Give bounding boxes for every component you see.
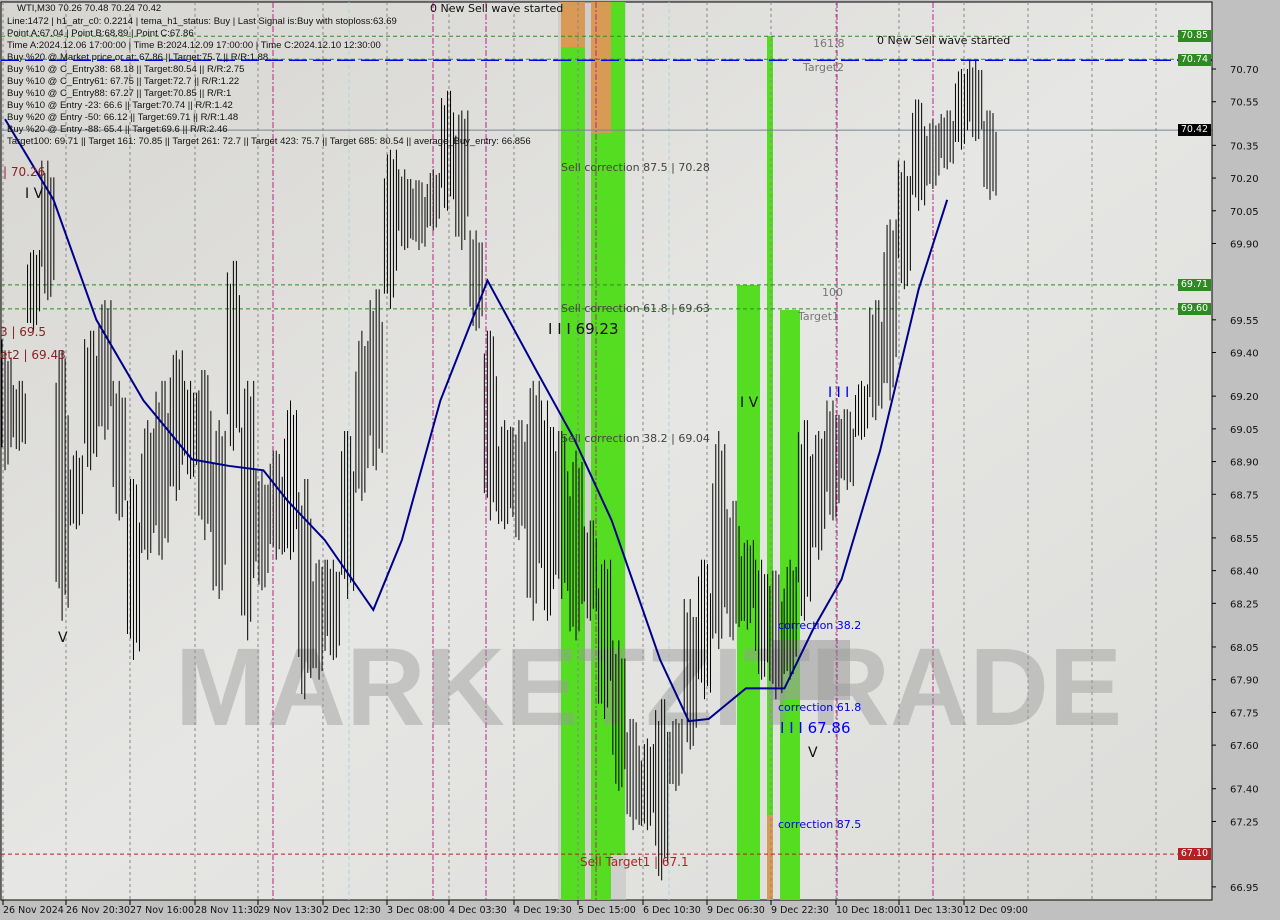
time-tick-label: 9 Dec 06:30: [707, 905, 765, 916]
price-tick-label: 67.90: [1230, 676, 1259, 687]
price-tick-label: 69.55: [1230, 316, 1259, 327]
wave-v-label: V: [808, 745, 818, 761]
price-tick-label: 70.70: [1230, 65, 1259, 76]
price-axis: 70.70 70.55 70.35 70.20 70.05 69.90 69.55 69.40…: [1211, 0, 1280, 920]
time-tick-label: 6 Dec 10:30: [643, 905, 701, 916]
time-tick-label: 4 Dec 03:30: [449, 905, 507, 916]
wave-iv-label: I V: [740, 395, 759, 411]
time-tick-label: 4 Dec 19:30: [514, 905, 572, 916]
correction-618: correction 61.8: [778, 701, 862, 714]
price-axis-bg: [1213, 0, 1280, 920]
signal-zones: [558, 2, 850, 900]
watermark: MARKETZITRADE: [175, 626, 1122, 749]
correction-875: correction 87.5: [778, 818, 862, 831]
info-line: Buy %20 @ Entry -50: 66.12 || Target:69.…: [7, 112, 239, 123]
price-tick-label: 69.90: [1230, 239, 1259, 250]
level-price-label: 70.74: [1178, 54, 1211, 67]
info-line: Point A:67.04 | Point B:68.89 | Point C:…: [7, 28, 194, 39]
time-tick-label: 5 Dec 15:00: [578, 905, 636, 916]
time-tick-label: 3 Dec 08:00: [387, 905, 445, 916]
sell-target1-label: Sell Target1 | 67.1: [580, 855, 689, 869]
price-tick-label: 70.55: [1230, 98, 1259, 109]
sell-correction-382: Sell correction 38.2 | 69.04: [561, 432, 710, 445]
price-tick-label: 68.25: [1230, 599, 1259, 610]
correction-382: correction 38.2: [778, 619, 862, 632]
price-tick-label: 69.05: [1230, 425, 1259, 436]
level-price-label: 67.10: [1178, 848, 1211, 861]
wave-iii-high: I I I 69.23: [548, 320, 619, 338]
info-line: Buy %10 @ C_Entry88: 67.27 || Target:70.…: [7, 88, 232, 99]
target1-label: Target1: [798, 310, 840, 323]
left-wave-iv: I V: [25, 186, 44, 202]
info-line: Buy %10 @ C_Entry61: 67.75 || Target:72.…: [7, 76, 240, 87]
time-tick-label: 26 Nov 20:30: [66, 905, 130, 916]
price-tick-label: 68.05: [1230, 643, 1259, 654]
info-line: Buy %10 @ Entry -23: 66.6 || Target:70.7…: [7, 100, 233, 111]
price-bars: [1, 60, 997, 881]
price-tick-label: 67.75: [1230, 708, 1259, 719]
time-tick-label: 29 Nov 13:30: [258, 905, 322, 916]
signal-zone: [591, 133, 611, 900]
level-price-label: 69.71: [1178, 278, 1211, 291]
price-tick-label: 67.40: [1230, 785, 1259, 796]
price-tick-label: 68.55: [1230, 534, 1259, 545]
price-tick-label: 70.05: [1230, 207, 1259, 218]
info-line: Buy %10 @ C_Entry38: 68.18 || Target:80.…: [7, 64, 245, 75]
wave-v-label: V: [58, 630, 68, 646]
sell-correction-618: Sell correction 61.8 | 69.63: [561, 302, 710, 315]
time-axis: 26 Nov 2024 26 Nov 20:30 27 Nov 16:00 28 No…: [0, 900, 1213, 920]
level-price-label: 70.85: [1178, 30, 1211, 43]
signal-zone: [767, 815, 773, 900]
time-tick-label: 11 Dec 13:30: [899, 905, 963, 916]
signal-zone: [611, 2, 625, 855]
price-levels: [1, 35, 1212, 855]
price-tick-label: 66.95: [1230, 883, 1259, 894]
info-line: Buy %20 @ Entry -88: 65.4 || Target:69.6…: [7, 124, 228, 135]
price-tick-label: 69.40: [1230, 349, 1259, 360]
price-tick-label: 70.20: [1230, 174, 1259, 185]
fib-161-label: 161.8: [813, 37, 845, 50]
signal-zone: [591, 2, 611, 133]
price-tick-label: 67.60: [1230, 741, 1259, 752]
target2-label: Target2: [803, 61, 845, 74]
signal-zone: [767, 36, 773, 900]
moving-average-line: [4, 118, 949, 723]
symbol-title: WTI,M30 70.26 70.48 70.24 70.42: [17, 3, 162, 14]
level-price-label: 69.60: [1178, 302, 1211, 315]
price-tick-label: 70.35: [1230, 141, 1259, 152]
info-line: Buy %20 @ Market price or at: 67.86 || T…: [7, 52, 269, 63]
fib-100-label: 100: [822, 286, 843, 299]
info-line: Line:1472 | h1_atr_c0: 0.2214 | tema_h1_…: [7, 16, 397, 27]
info-line: Time A:2024.12.06 17:00:00 | Time B:2024…: [7, 40, 381, 51]
wave-iii-label: I I I: [828, 385, 850, 401]
time-tick-label: 12 Dec 09:00: [964, 905, 1028, 916]
new-sell-wave-label: 0 New Sell wave started: [430, 2, 564, 15]
price-tick-label: 69.20: [1230, 392, 1259, 403]
info-line: Target100: 69.71 || Target 161: 70.85 ||…: [7, 136, 531, 147]
time-axis-bg: [0, 901, 1213, 920]
price-tick-label: 68.40: [1230, 567, 1259, 578]
time-tick-label: 27 Nov 16:00: [130, 905, 194, 916]
price-tick-label: 67.25: [1230, 817, 1259, 828]
left-level-6943: et2 | 69.43: [0, 348, 66, 362]
price-tick-label: 68.75: [1230, 490, 1259, 501]
signal-zone: [561, 2, 585, 47]
left-level-6955: 3 | 69.5: [0, 325, 47, 339]
new-sell-wave-label: 0 New Sell wave started: [877, 34, 1011, 47]
time-tick-label: 10 Dec 18:00: [836, 905, 900, 916]
time-tick-label: 2 Dec 12:30: [323, 905, 381, 916]
time-tick-label: 26 Nov 2024: [3, 905, 64, 916]
price-tick-label: 68.90: [1230, 458, 1259, 469]
signal-zone: [737, 285, 760, 900]
sell-correction-875: Sell correction 87.5 | 70.28: [561, 161, 710, 174]
level-price-label: 70.42: [1178, 124, 1211, 137]
time-tick-label: 28 Nov 11:30: [195, 905, 259, 916]
wave-iii-low: I I I 67.86: [780, 719, 851, 737]
time-tick-label: 9 Dec 22:30: [771, 905, 829, 916]
left-level-7026: | 70.26: [3, 165, 46, 179]
